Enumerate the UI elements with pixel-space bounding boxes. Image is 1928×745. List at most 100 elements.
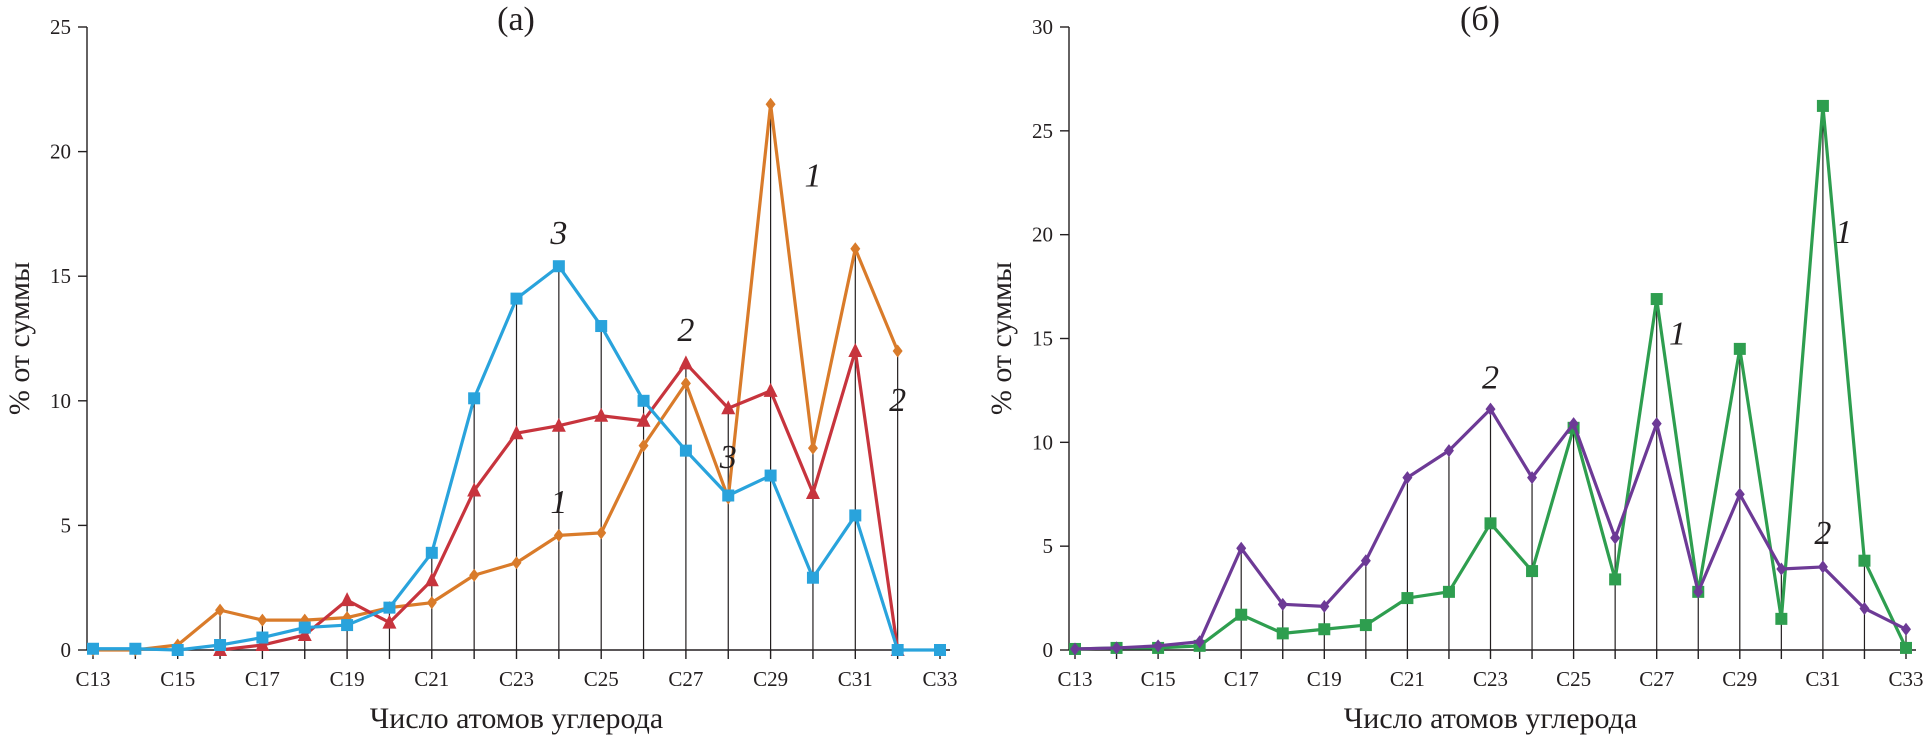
data-point — [1236, 541, 1247, 555]
data-point — [552, 260, 565, 273]
x-tick-label: C21 — [414, 667, 449, 691]
data-point — [510, 292, 523, 305]
x-tick-label: C23 — [499, 667, 534, 691]
x-tick-label: C23 — [1473, 667, 1508, 691]
data-point — [1360, 554, 1371, 568]
data-point — [1858, 554, 1871, 567]
data-point — [636, 412, 651, 427]
data-point — [467, 482, 482, 497]
data-point — [1775, 612, 1788, 625]
x-tick-label: C15 — [160, 667, 195, 691]
y-tick-label: 25 — [1032, 119, 1053, 143]
data-point — [1776, 562, 1787, 576]
data-point — [87, 642, 99, 655]
x-tick-label: C13 — [1057, 667, 1092, 691]
data-point — [680, 376, 691, 390]
data-point — [1816, 99, 1829, 112]
data-point — [255, 637, 270, 652]
data-point — [678, 355, 693, 370]
data-point — [721, 400, 736, 415]
y-tick-label: 5 — [61, 513, 72, 537]
data-point — [553, 528, 564, 542]
x-tick-label: C17 — [1224, 667, 1259, 691]
data-point — [171, 644, 184, 656]
x-tick-label: C29 — [753, 667, 788, 691]
curve-label: 3 — [719, 439, 737, 476]
x-tick-label: C31 — [1805, 667, 1840, 691]
curve-label: 2 — [1814, 515, 1831, 552]
panel-a: 0 5 10 15 20 25 C13 C15 C17 C19 C21 C23 C25 C27 C29 C31… — [3, 1, 958, 735]
data-point — [891, 644, 904, 656]
data-point — [1651, 417, 1662, 431]
data-point — [1610, 531, 1621, 545]
data-point — [595, 320, 608, 333]
x-tick-label: C29 — [1722, 667, 1757, 691]
data-point — [1650, 293, 1663, 306]
data-point — [1276, 627, 1289, 640]
y-axis-title: % от суммы — [3, 262, 36, 415]
data-point — [129, 642, 142, 655]
data-point — [1402, 471, 1413, 485]
curve-label: 3 — [549, 215, 567, 252]
x-tick-label: C33 — [1888, 667, 1923, 691]
data-point — [382, 614, 397, 629]
panel-b: 0 5 10 15 20 25 30 C13 C15 C17 C19 C21 C23 C25 C27 C29 C… — [985, 1, 1924, 735]
series-2 — [213, 342, 905, 656]
data-point — [849, 509, 862, 522]
curve-label: 2 — [889, 382, 906, 419]
series-line — [93, 102, 900, 652]
x-axis-title: Число атомов углерода — [1344, 702, 1637, 735]
y-tick-label: 20 — [1032, 223, 1053, 247]
y-tick-label: 10 — [1032, 430, 1053, 454]
x-tick-label: C25 — [1556, 667, 1591, 691]
data-point — [1693, 585, 1704, 599]
y-tick-label: 10 — [50, 389, 71, 413]
data-point — [1901, 622, 1911, 636]
x-tick-label: C19 — [1307, 667, 1342, 691]
data-point — [1485, 402, 1496, 416]
data-point — [298, 621, 311, 634]
data-point — [341, 619, 354, 632]
data-point — [934, 644, 946, 656]
curve-label: 1 — [1835, 214, 1852, 251]
y-tick-label: 25 — [50, 15, 71, 39]
x-tick-label: C33 — [922, 667, 957, 691]
x-tick-label: C21 — [1390, 667, 1425, 691]
x-tick-label: C31 — [838, 667, 873, 691]
y-tick-label: 5 — [1043, 534, 1054, 558]
data-point — [1734, 487, 1745, 501]
data-point — [807, 441, 818, 455]
data-point — [892, 344, 903, 358]
data-point — [1526, 565, 1539, 578]
data-point — [1194, 635, 1205, 649]
data-point — [1153, 639, 1164, 653]
curve-label: 2 — [1482, 359, 1499, 396]
data-point — [1318, 623, 1331, 636]
series-3 — [87, 260, 946, 656]
data-point — [806, 571, 819, 584]
data-point — [596, 526, 607, 540]
data-point — [1235, 608, 1248, 621]
y-tick-label: 15 — [50, 264, 71, 288]
x-tick-label: C19 — [330, 667, 365, 691]
data-point — [1484, 517, 1497, 530]
series-2 — [1070, 402, 1911, 656]
data-point — [383, 601, 396, 614]
data-point — [1401, 592, 1414, 605]
x-tick-label: C25 — [584, 667, 619, 691]
series-1 — [88, 97, 903, 657]
y-tick-label: 15 — [1032, 327, 1053, 351]
data-point — [637, 394, 650, 407]
data-point — [1111, 641, 1122, 655]
curve-label: 1 — [1669, 316, 1686, 353]
x-tick-label: C27 — [1639, 667, 1674, 691]
data-point — [1070, 642, 1080, 656]
curve-label: 2 — [677, 312, 694, 349]
data-point — [1900, 641, 1912, 654]
panel-title: (б) — [1460, 1, 1500, 38]
x-tick-label: C27 — [668, 667, 703, 691]
data-point — [468, 392, 481, 405]
data-point — [1319, 599, 1330, 613]
data-point — [764, 469, 777, 482]
